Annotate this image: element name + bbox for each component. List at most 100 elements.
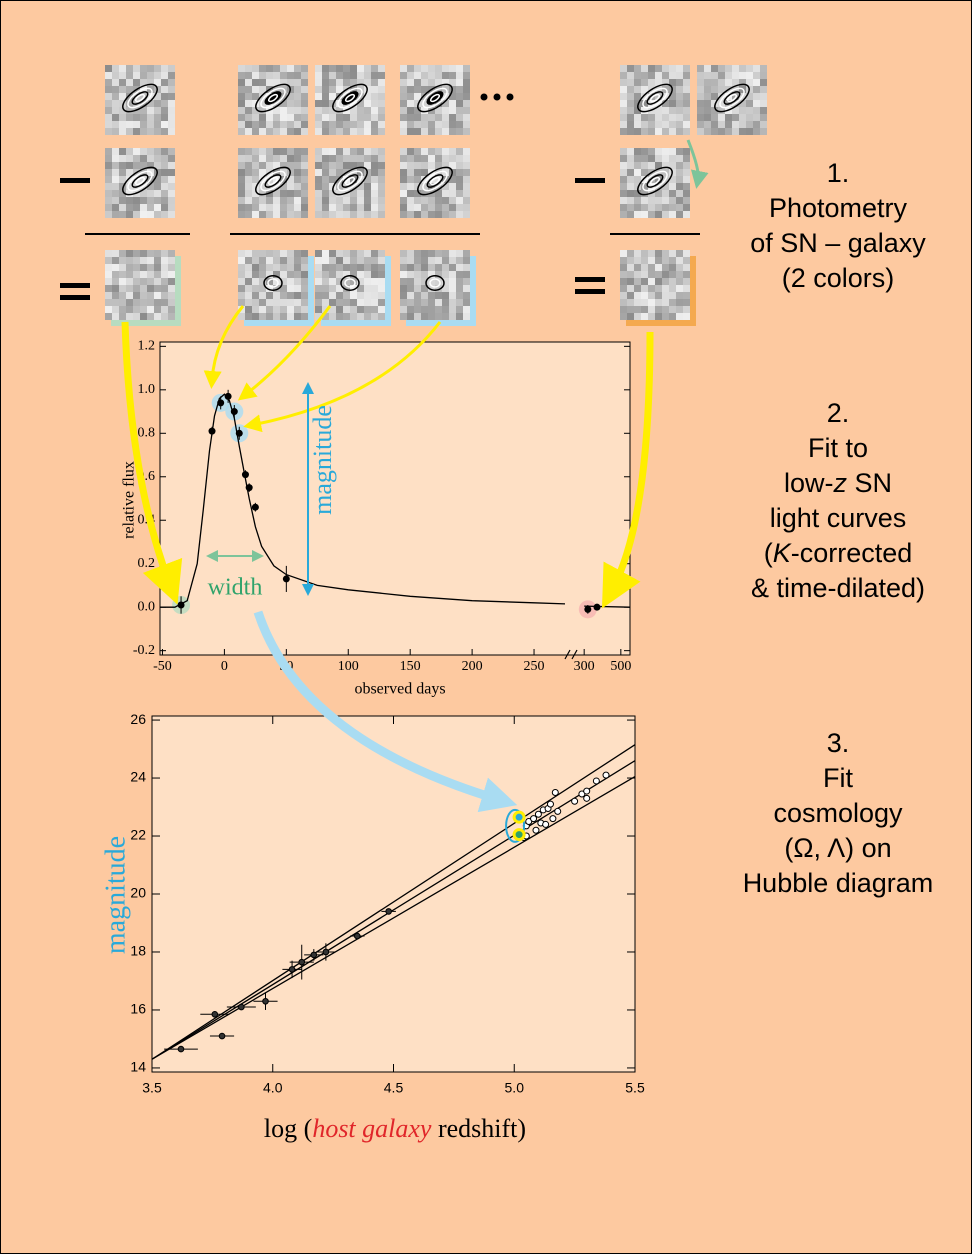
pixel — [435, 65, 442, 72]
pixel — [280, 285, 287, 292]
pixel — [315, 257, 322, 264]
pixel — [357, 313, 364, 320]
pixel — [168, 271, 175, 278]
pixel — [273, 121, 280, 128]
pixel — [245, 128, 252, 135]
pixel — [301, 107, 308, 114]
pixel — [322, 250, 329, 257]
pixel — [357, 114, 364, 121]
pixel — [634, 148, 641, 155]
pixel — [105, 211, 112, 218]
pixel — [442, 190, 449, 197]
pixel — [620, 128, 627, 135]
pixel — [378, 148, 385, 155]
pixel — [378, 86, 385, 93]
pixel — [119, 250, 126, 257]
pixel — [669, 204, 676, 211]
pixel — [648, 257, 655, 264]
pixel — [112, 211, 119, 218]
contour — [344, 278, 356, 288]
pixel — [364, 114, 371, 121]
data-point — [546, 800, 554, 808]
pixel — [329, 155, 336, 162]
pixel — [301, 190, 308, 197]
pixel — [140, 128, 147, 135]
pixel — [421, 107, 428, 114]
pixel — [105, 72, 112, 79]
pixel — [463, 204, 470, 211]
pixel — [105, 197, 112, 204]
pixel — [378, 257, 385, 264]
pixel — [421, 169, 428, 176]
pixel — [140, 197, 147, 204]
pixel — [371, 271, 378, 278]
pixel — [280, 65, 287, 72]
pixel — [364, 292, 371, 299]
pixel — [641, 285, 648, 292]
pixel — [245, 250, 252, 257]
pixel — [442, 250, 449, 257]
pixel — [133, 204, 140, 211]
pixel — [245, 86, 252, 93]
pixel — [252, 155, 259, 162]
pixel — [463, 299, 470, 306]
pixel — [442, 292, 449, 299]
pixel — [238, 100, 245, 107]
pixel — [252, 278, 259, 285]
pixel — [301, 204, 308, 211]
pixel — [435, 292, 442, 299]
pixel — [245, 93, 252, 100]
pixel — [315, 271, 322, 278]
pixel — [407, 79, 414, 86]
pixel — [140, 306, 147, 313]
pixel — [357, 292, 364, 299]
contour — [127, 87, 153, 109]
pixel — [329, 183, 336, 190]
pixel — [126, 278, 133, 285]
pixel — [711, 100, 718, 107]
pixel — [641, 271, 648, 278]
pixel — [648, 299, 655, 306]
pixel — [154, 204, 161, 211]
pixel — [238, 162, 245, 169]
pixel — [280, 306, 287, 313]
pixel — [238, 264, 245, 271]
pixel — [400, 306, 407, 313]
pixel — [435, 211, 442, 218]
pixel — [378, 197, 385, 204]
pixel — [620, 299, 627, 306]
pixel — [676, 292, 683, 299]
pixel — [456, 79, 463, 86]
data-point — [211, 1011, 219, 1018]
pixel — [683, 176, 690, 183]
pixel — [147, 128, 154, 135]
pixel — [641, 148, 648, 155]
pixel — [435, 176, 442, 183]
pixel — [280, 79, 287, 86]
pixel — [336, 190, 343, 197]
pixel — [371, 299, 378, 306]
pixel — [414, 169, 421, 176]
pixel — [683, 197, 690, 204]
y-tick-label: 1.0 — [138, 382, 156, 397]
pixel — [322, 72, 329, 79]
pixel — [648, 148, 655, 155]
pixel — [669, 162, 676, 169]
pixel — [112, 176, 119, 183]
pixel — [147, 148, 154, 155]
pixel — [336, 79, 343, 86]
pixel — [662, 72, 669, 79]
x-tick-label: 0 — [221, 659, 228, 674]
pixel — [421, 306, 428, 313]
x-tick-label: -50 — [153, 659, 172, 674]
pixel — [648, 278, 655, 285]
data-point — [251, 503, 259, 511]
pixel — [301, 114, 308, 121]
pixel — [627, 299, 634, 306]
pixel — [421, 285, 428, 292]
pixel — [350, 79, 357, 86]
pixel — [112, 190, 119, 197]
pixel — [463, 197, 470, 204]
pixel — [648, 114, 655, 121]
pixel — [280, 155, 287, 162]
